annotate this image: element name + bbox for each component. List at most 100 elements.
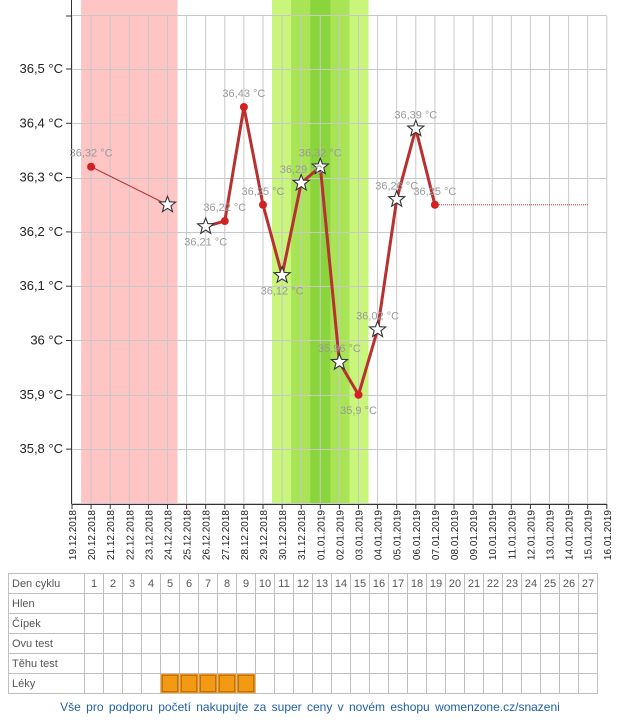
cell-cipek[interactable] (388, 613, 408, 634)
cell-ovu-test[interactable] (198, 633, 218, 654)
cell-hlen[interactable] (559, 593, 579, 614)
cell-tehu-test[interactable] (122, 653, 142, 674)
cell-ovu-test[interactable] (578, 633, 598, 654)
cell-cipek[interactable] (179, 613, 199, 634)
cell-tehu-test[interactable] (141, 653, 161, 674)
cell-hlen[interactable] (141, 593, 161, 614)
cell-leky[interactable] (559, 673, 579, 694)
cell-cipek[interactable] (369, 613, 389, 634)
cell-tehu-test[interactable] (84, 653, 104, 674)
cell-hlen[interactable] (103, 593, 123, 614)
cell-hlen[interactable] (521, 593, 541, 614)
cell-ovu-test[interactable] (369, 633, 389, 654)
cell-hlen[interactable] (464, 593, 484, 614)
cell-cipek[interactable] (578, 613, 598, 634)
cell-ovu-test[interactable] (464, 633, 484, 654)
cell-ovu-test[interactable] (122, 633, 142, 654)
cell-leky[interactable] (141, 673, 161, 694)
cell-hlen[interactable] (84, 593, 104, 614)
shop-footer-link[interactable]: Vše pro podporu početí nakupujte za supe… (60, 700, 560, 714)
cell-ovu-test[interactable] (331, 633, 351, 654)
cell-leky[interactable] (160, 673, 180, 694)
cell-leky[interactable] (103, 673, 123, 694)
cell-hlen[interactable] (540, 593, 560, 614)
cell-ovu-test[interactable] (84, 633, 104, 654)
cell-cipek[interactable] (559, 613, 579, 634)
cell-hlen[interactable] (274, 593, 294, 614)
cell-cipek[interactable] (274, 613, 294, 634)
cell-cipek[interactable] (464, 613, 484, 634)
cell-ovu-test[interactable] (483, 633, 503, 654)
cell-tehu-test[interactable] (502, 653, 522, 674)
cell-ovu-test[interactable] (255, 633, 275, 654)
cell-tehu-test[interactable] (464, 653, 484, 674)
cell-cipek[interactable] (540, 613, 560, 634)
cell-cipek[interactable] (521, 613, 541, 634)
cell-ovu-test[interactable] (312, 633, 332, 654)
cell-cipek[interactable] (255, 613, 275, 634)
cell-leky[interactable] (578, 673, 598, 694)
cell-cipek[interactable] (331, 613, 351, 634)
cell-hlen[interactable] (407, 593, 427, 614)
cell-leky[interactable] (540, 673, 560, 694)
cell-ovu-test[interactable] (179, 633, 199, 654)
cell-ovu-test[interactable] (160, 633, 180, 654)
cell-tehu-test[interactable] (217, 653, 237, 674)
cell-ovu-test[interactable] (559, 633, 579, 654)
cell-leky[interactable] (122, 673, 142, 694)
cell-leky[interactable] (483, 673, 503, 694)
cell-cipek[interactable] (293, 613, 313, 634)
cell-tehu-test[interactable] (426, 653, 446, 674)
cell-tehu-test[interactable] (559, 653, 579, 674)
cell-tehu-test[interactable] (331, 653, 351, 674)
cell-cipek[interactable] (312, 613, 332, 634)
cell-cipek[interactable] (84, 613, 104, 634)
cell-leky[interactable] (407, 673, 427, 694)
cell-cipek[interactable] (350, 613, 370, 634)
cell-hlen[interactable] (179, 593, 199, 614)
cell-tehu-test[interactable] (540, 653, 560, 674)
cell-tehu-test[interactable] (198, 653, 218, 674)
cell-hlen[interactable] (502, 593, 522, 614)
cell-tehu-test[interactable] (255, 653, 275, 674)
cell-hlen[interactable] (445, 593, 465, 614)
cell-hlen[interactable] (198, 593, 218, 614)
cell-hlen[interactable] (350, 593, 370, 614)
cell-leky[interactable] (312, 673, 332, 694)
cell-tehu-test[interactable] (578, 653, 598, 674)
cell-cipek[interactable] (407, 613, 427, 634)
cell-hlen[interactable] (122, 593, 142, 614)
cell-leky[interactable] (388, 673, 408, 694)
cell-hlen[interactable] (217, 593, 237, 614)
cell-cipek[interactable] (160, 613, 180, 634)
cell-ovu-test[interactable] (407, 633, 427, 654)
cell-hlen[interactable] (483, 593, 503, 614)
cell-tehu-test[interactable] (350, 653, 370, 674)
cell-ovu-test[interactable] (502, 633, 522, 654)
cell-leky[interactable] (236, 673, 256, 694)
cell-ovu-test[interactable] (103, 633, 123, 654)
cell-hlen[interactable] (426, 593, 446, 614)
cell-tehu-test[interactable] (160, 653, 180, 674)
cell-cipek[interactable] (103, 613, 123, 634)
cell-leky[interactable] (502, 673, 522, 694)
cell-tehu-test[interactable] (407, 653, 427, 674)
cell-hlen[interactable] (578, 593, 598, 614)
cell-cipek[interactable] (198, 613, 218, 634)
cell-cipek[interactable] (217, 613, 237, 634)
cell-leky[interactable] (521, 673, 541, 694)
cell-leky[interactable] (198, 673, 218, 694)
cell-ovu-test[interactable] (236, 633, 256, 654)
cell-leky[interactable] (293, 673, 313, 694)
cell-tehu-test[interactable] (388, 653, 408, 674)
cell-leky[interactable] (331, 673, 351, 694)
cell-tehu-test[interactable] (293, 653, 313, 674)
cell-tehu-test[interactable] (179, 653, 199, 674)
cell-leky[interactable] (464, 673, 484, 694)
cell-ovu-test[interactable] (445, 633, 465, 654)
cell-hlen[interactable] (255, 593, 275, 614)
cell-ovu-test[interactable] (293, 633, 313, 654)
cell-leky[interactable] (84, 673, 104, 694)
cell-leky[interactable] (179, 673, 199, 694)
cell-ovu-test[interactable] (350, 633, 370, 654)
